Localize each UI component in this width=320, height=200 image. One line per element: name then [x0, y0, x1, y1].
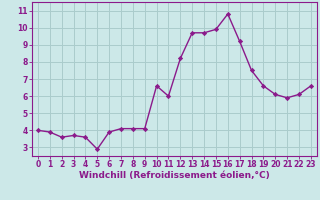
- X-axis label: Windchill (Refroidissement éolien,°C): Windchill (Refroidissement éolien,°C): [79, 171, 270, 180]
